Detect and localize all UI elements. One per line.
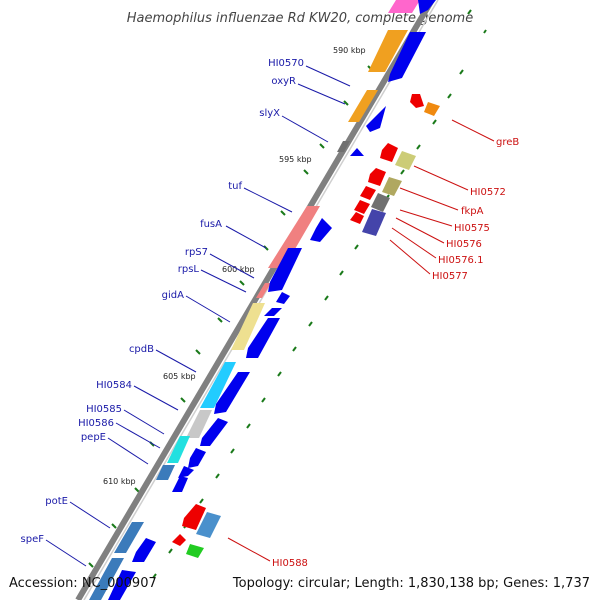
gene-label-slyx: slyX bbox=[259, 108, 280, 119]
gene-block bbox=[348, 90, 378, 122]
accession-text: Accession: NC_000907 bbox=[9, 576, 157, 591]
gene-label-fkpa: fkpA bbox=[461, 206, 484, 217]
gene-label-pepe: pepE bbox=[81, 432, 106, 443]
gene-arrow bbox=[380, 143, 398, 162]
map-title: Haemophilus influenzae Rd KW20, complete… bbox=[127, 11, 473, 26]
gene-label-pote: potE bbox=[45, 496, 68, 507]
gene-block bbox=[114, 522, 144, 553]
scale-label: 595 kbp bbox=[279, 155, 312, 164]
gene-arrow bbox=[172, 476, 188, 492]
gene-label-hi0584: HI0584 bbox=[96, 380, 132, 391]
gene-label-oxyr: oxyR bbox=[271, 76, 296, 87]
gene-label-hi0577: HI0577 bbox=[432, 271, 468, 282]
gene-block bbox=[388, 0, 420, 13]
gene-label-cpdb: cpdB bbox=[129, 344, 154, 355]
gene-label-hi0576: HI0576 bbox=[446, 239, 482, 250]
left-labels: HI0570 oxyR slyX tuf fusA rpS7 rpsL gidA… bbox=[21, 58, 304, 545]
gene-label-hi0572: HI0572 bbox=[470, 187, 506, 198]
gene-label-rps7: rpS7 bbox=[185, 247, 208, 258]
gene-block bbox=[89, 558, 124, 600]
gene-arrow bbox=[360, 186, 376, 200]
gene-label-hi0588: HI0588 bbox=[272, 558, 308, 569]
gene-arrow bbox=[246, 318, 280, 358]
gene-block bbox=[337, 141, 350, 152]
gene-block bbox=[371, 193, 390, 212]
gene-block bbox=[200, 362, 236, 408]
gene-label-hi0575: HI0575 bbox=[454, 223, 490, 234]
gene-arrow bbox=[368, 168, 386, 186]
gene-arrow bbox=[310, 218, 332, 242]
gene-arrow bbox=[186, 544, 204, 558]
gene-block bbox=[156, 465, 175, 480]
gene-arrow bbox=[108, 570, 136, 600]
gene-label-hi0586: HI0586 bbox=[78, 418, 114, 429]
gene-arrow bbox=[188, 448, 206, 468]
forward-genes bbox=[108, 0, 436, 600]
right-label-leaders bbox=[227, 119, 495, 562]
gene-arrow bbox=[354, 200, 370, 214]
scale-ticks bbox=[88, 9, 487, 579]
gene-arrow bbox=[132, 538, 156, 562]
gene-block bbox=[395, 151, 416, 170]
gene-block bbox=[196, 512, 221, 538]
gene-block bbox=[368, 30, 408, 72]
gene-arrow bbox=[264, 308, 282, 316]
gene-label-hi0585: HI0585 bbox=[86, 404, 122, 415]
gene-arrow bbox=[172, 534, 186, 546]
scale-label: 610 kbp bbox=[103, 477, 136, 486]
scale-label: 605 kbp bbox=[163, 372, 196, 381]
gene-label-greb: greB bbox=[496, 137, 519, 148]
gene-label-hi0570: HI0570 bbox=[268, 58, 304, 69]
gene-arrow bbox=[276, 292, 290, 304]
gene-arrow bbox=[418, 0, 436, 14]
gene-arrow bbox=[388, 32, 426, 82]
gene-block bbox=[167, 436, 190, 463]
left-label-leaders bbox=[45, 65, 351, 567]
gene-label-tuf: tuf bbox=[228, 181, 242, 192]
cog-blocks bbox=[89, 0, 420, 600]
right-labels: greB HI0572 fkpA HI0575 HI0576 HI0576.1 … bbox=[272, 137, 519, 569]
scale-label: 590 kbp bbox=[333, 46, 366, 55]
reverse-genes bbox=[172, 94, 440, 558]
gene-arrow bbox=[366, 106, 386, 132]
gene-block bbox=[268, 206, 320, 268]
gene-label-rpsl: rpsL bbox=[178, 264, 200, 275]
gene-arrow bbox=[214, 372, 250, 414]
gene-block bbox=[362, 209, 386, 236]
gene-arrow bbox=[178, 466, 194, 478]
gene-arrow bbox=[424, 102, 440, 116]
gene-block bbox=[256, 283, 271, 298]
gene-label-fusa: fusA bbox=[200, 219, 222, 230]
gene-arrow bbox=[410, 94, 424, 108]
gene-arrow bbox=[200, 418, 228, 446]
gene-block bbox=[186, 410, 212, 438]
gene-arrow bbox=[182, 504, 206, 530]
gene-label-hi0576-1: HI0576.1 bbox=[438, 255, 483, 266]
gene-block bbox=[382, 177, 402, 196]
scale-labels: 590 kbp 595 kbp 600 kbp 605 kbp 610 kbp bbox=[103, 46, 366, 486]
gene-arrow bbox=[268, 248, 302, 292]
gene-arrow bbox=[350, 148, 364, 156]
genome-backbone bbox=[75, 0, 439, 600]
gene-label-spef: speF bbox=[21, 534, 45, 545]
topology-text: Topology: circular; Length: 1,830,138 bp… bbox=[232, 576, 590, 591]
gene-label-gida: gidA bbox=[162, 290, 184, 301]
gene-block bbox=[231, 303, 265, 350]
gene-arrow bbox=[350, 212, 364, 224]
